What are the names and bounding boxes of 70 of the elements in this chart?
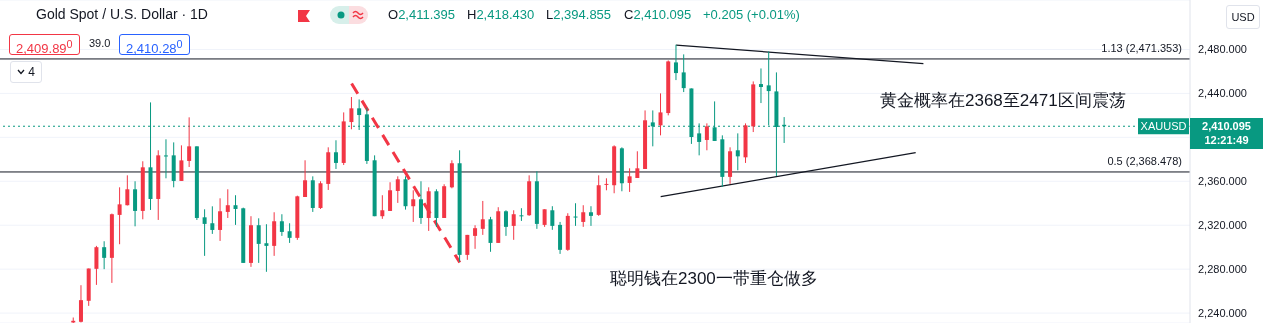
- annotation: 2,410.28$^{0}$: [126, 38, 183, 57]
- annotation: 2,409.89$^{0}$: [16, 38, 73, 57]
- candlestick: [511, 209, 516, 241]
- candlestick: [473, 224, 478, 250]
- candlestick: [635, 150, 640, 179]
- y-tick-label: 2,240.000: [1198, 307, 1247, 320]
- candlestick: [519, 207, 524, 222]
- candlestick: [349, 96, 354, 130]
- candlestick: [179, 144, 184, 182]
- candlestick: [704, 122, 709, 151]
- candlestick: [133, 180, 138, 227]
- annotation: +0.205 (+0.01%): [703, 7, 800, 22]
- candlestick: [202, 208, 207, 257]
- annotation: 39.0: [89, 37, 111, 49]
- candlestick: [503, 209, 508, 237]
- text: 12:21:49: [1203, 133, 1250, 147]
- candlestick: [256, 217, 261, 264]
- candlestick: [418, 180, 423, 225]
- candlestick: [681, 53, 686, 93]
- annotation: 聪明钱在2300一带重仓做多: [610, 268, 818, 290]
- candlestick: [627, 167, 632, 193]
- candlestick: [187, 116, 192, 168]
- candlestick: [411, 189, 416, 223]
- annotation: 黄金概率在2368至2471区间震荡: [880, 90, 1126, 112]
- candlestick: [287, 222, 292, 244]
- candlestick: [117, 186, 122, 245]
- annotation: H2,418.430: [467, 7, 535, 22]
- candlestick: [480, 200, 485, 236]
- candlestick: [225, 188, 230, 219]
- candlestick: [102, 240, 107, 270]
- ref-line-label: 1.13 (2,471.353): [1101, 41, 1182, 54]
- y-tick-label: 2,360.000: [1198, 175, 1247, 188]
- candlestick: [604, 177, 609, 191]
- candlestick: [233, 194, 238, 226]
- candlestick: [488, 216, 493, 253]
- y-tick-label: 2,280.000: [1198, 263, 1247, 276]
- candlestick: [380, 194, 385, 220]
- candlestick: [758, 67, 763, 104]
- candlestick: [210, 205, 215, 235]
- candlestick: [395, 175, 400, 204]
- candlestick: [218, 197, 223, 242]
- y-tick-label: 2,480.000: [1198, 43, 1247, 56]
- text: Gold Spot / U.S. Dollar · 1D: [36, 6, 208, 22]
- candlestick: [573, 202, 578, 227]
- candlestick: [673, 44, 678, 81]
- candlestick: [333, 139, 338, 170]
- candlestick: [125, 174, 130, 206]
- candlestick: [465, 234, 470, 261]
- ref-line-label: XAUUSD: [1140, 120, 1187, 133]
- candlestick: [264, 223, 269, 273]
- text: USD: [1226, 5, 1260, 29]
- annotation: L2,394.855: [546, 7, 612, 22]
- candlestick: [279, 213, 284, 237]
- candlestick: [78, 284, 83, 323]
- candlestick: [658, 92, 663, 136]
- candlestick: [581, 204, 586, 228]
- annotation: 4: [28, 65, 35, 79]
- candlestick: [163, 138, 168, 179]
- text: 2,410.095: [1201, 119, 1252, 133]
- candlestick: [550, 205, 555, 231]
- y-tick-label: 2,320.000: [1198, 219, 1247, 232]
- candlestick: [388, 181, 393, 212]
- candlestick: [735, 132, 740, 171]
- annotation: O2,411.395: [388, 7, 455, 22]
- annotation: C2,410.095: [624, 7, 692, 22]
- ref-line-label: 0.5 (2,368.478): [1107, 154, 1182, 167]
- candlestick: [588, 205, 593, 227]
- candlestick: [303, 159, 308, 198]
- y-tick-label: 2,440.000: [1198, 87, 1247, 100]
- candlestick: [94, 245, 99, 286]
